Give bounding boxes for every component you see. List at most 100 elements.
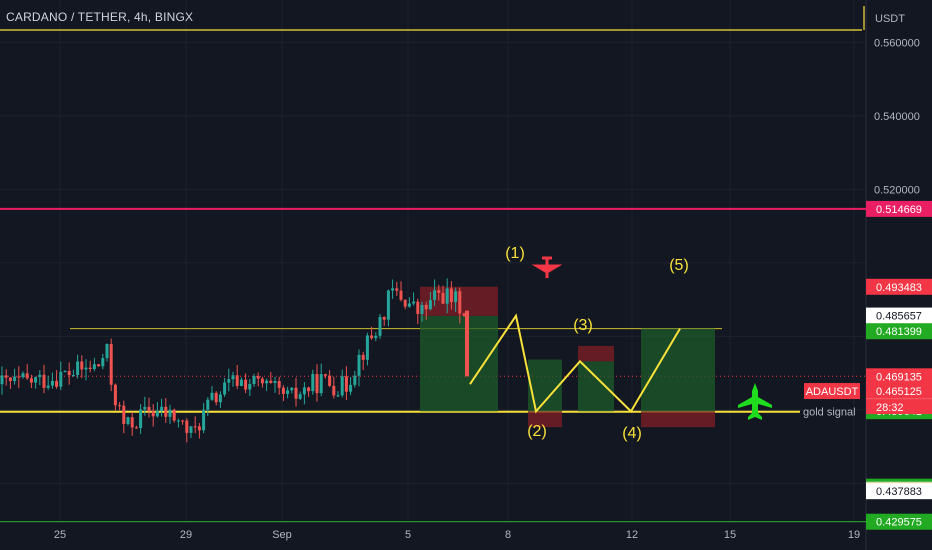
candle-body bbox=[214, 392, 218, 403]
candle-body bbox=[151, 411, 155, 417]
countdown-label: 28:32 bbox=[876, 402, 904, 414]
candle-body bbox=[84, 367, 88, 370]
candle-body bbox=[437, 290, 441, 293]
price-tag-label: 0.437883 bbox=[876, 486, 922, 498]
position-box bbox=[641, 411, 715, 428]
candle-body bbox=[38, 374, 42, 378]
buy-plane-icon bbox=[738, 383, 772, 420]
candle-body bbox=[449, 288, 453, 303]
candle-body bbox=[370, 335, 374, 339]
candle-body bbox=[185, 420, 189, 433]
candle-body bbox=[46, 385, 50, 388]
candle-body bbox=[130, 417, 134, 428]
candle-body bbox=[50, 380, 54, 386]
candle-body bbox=[332, 385, 336, 396]
candle-body bbox=[210, 392, 214, 400]
candle-body bbox=[202, 409, 206, 431]
candle-body bbox=[97, 364, 101, 367]
candle-body bbox=[0, 375, 4, 385]
candle-body bbox=[168, 409, 172, 417]
candle-body bbox=[80, 361, 84, 370]
candle-body bbox=[122, 405, 126, 424]
chart-title: CARDANO / TETHER, 4h, BINGX bbox=[6, 10, 194, 24]
candle-body bbox=[139, 409, 143, 428]
x-tick-label: 12 bbox=[626, 529, 638, 541]
candle-body bbox=[416, 301, 420, 314]
candle-body bbox=[67, 370, 71, 376]
candle-body bbox=[176, 420, 180, 422]
candle-body bbox=[458, 291, 462, 314]
price-tag bbox=[866, 278, 932, 295]
wave-label: (4) bbox=[622, 425, 642, 442]
price-tag bbox=[866, 383, 932, 400]
candle-body bbox=[160, 406, 164, 411]
symbol-tag bbox=[804, 383, 860, 400]
price-tag-label: 0.485657 bbox=[876, 311, 922, 323]
candle-body bbox=[357, 354, 361, 376]
candle-body bbox=[172, 409, 176, 421]
position-box bbox=[641, 328, 715, 412]
wave-label: (2) bbox=[527, 423, 547, 440]
candle-body bbox=[105, 344, 109, 359]
price-tag-label: 0.429575 bbox=[876, 517, 922, 529]
candle-body bbox=[235, 375, 239, 386]
currency-label: USDT bbox=[875, 13, 905, 25]
candle-body bbox=[428, 300, 432, 310]
candle-body bbox=[336, 395, 340, 397]
candle-body bbox=[143, 406, 147, 410]
position-box bbox=[420, 315, 498, 412]
candle-body bbox=[315, 374, 319, 394]
candle-body bbox=[231, 375, 235, 380]
candle-body bbox=[298, 394, 302, 399]
candle-body bbox=[269, 380, 273, 383]
candle-body bbox=[34, 377, 38, 383]
price-tag-label: 0.514669 bbox=[876, 204, 922, 216]
candle-body bbox=[353, 375, 357, 385]
candle-body bbox=[365, 335, 369, 360]
candle-body bbox=[256, 376, 260, 379]
candle-body bbox=[424, 304, 428, 310]
candle-body bbox=[399, 290, 403, 300]
symbol-tag-label: ADAUSDT bbox=[806, 386, 859, 398]
price-tag bbox=[866, 513, 932, 530]
price-tag-label: 0.481399 bbox=[876, 326, 922, 338]
candle-body bbox=[206, 399, 210, 410]
candle-body bbox=[323, 374, 327, 376]
x-tick-label: 29 bbox=[180, 529, 192, 541]
candle-body bbox=[374, 335, 378, 339]
candle-body bbox=[126, 417, 130, 424]
candle-body bbox=[361, 354, 365, 360]
candle-body bbox=[277, 381, 281, 388]
candle-body bbox=[311, 374, 315, 392]
candle-body bbox=[63, 370, 67, 372]
y-tick-label: 0.560000 bbox=[874, 37, 920, 49]
candle-body bbox=[92, 364, 96, 369]
price-tag-label: 0.465125 bbox=[876, 386, 922, 398]
candle-body bbox=[407, 303, 411, 307]
candle-body bbox=[17, 376, 21, 378]
x-tick-label: 5 bbox=[405, 529, 411, 541]
candle-body bbox=[76, 361, 80, 376]
candle-body bbox=[281, 387, 285, 394]
candle-body bbox=[290, 387, 294, 391]
candle-body bbox=[118, 405, 122, 407]
candle-body bbox=[433, 290, 437, 301]
y-tick-label: 0.520000 bbox=[874, 184, 920, 196]
wave-label: (1) bbox=[505, 245, 525, 262]
candle-body bbox=[21, 373, 25, 378]
candle-body bbox=[88, 367, 92, 369]
candle-body bbox=[218, 394, 222, 403]
candle-body bbox=[147, 406, 151, 412]
candle-body bbox=[252, 376, 256, 384]
position-box bbox=[578, 361, 614, 412]
sell-plane-icon bbox=[531, 256, 563, 278]
candle-body bbox=[244, 379, 248, 390]
candle-body bbox=[227, 379, 231, 383]
candle-body bbox=[382, 317, 386, 320]
candle-body bbox=[378, 317, 382, 336]
candle-body bbox=[441, 292, 445, 304]
candle-body bbox=[420, 304, 424, 314]
price-tag-label: 0.469135 bbox=[876, 371, 922, 383]
